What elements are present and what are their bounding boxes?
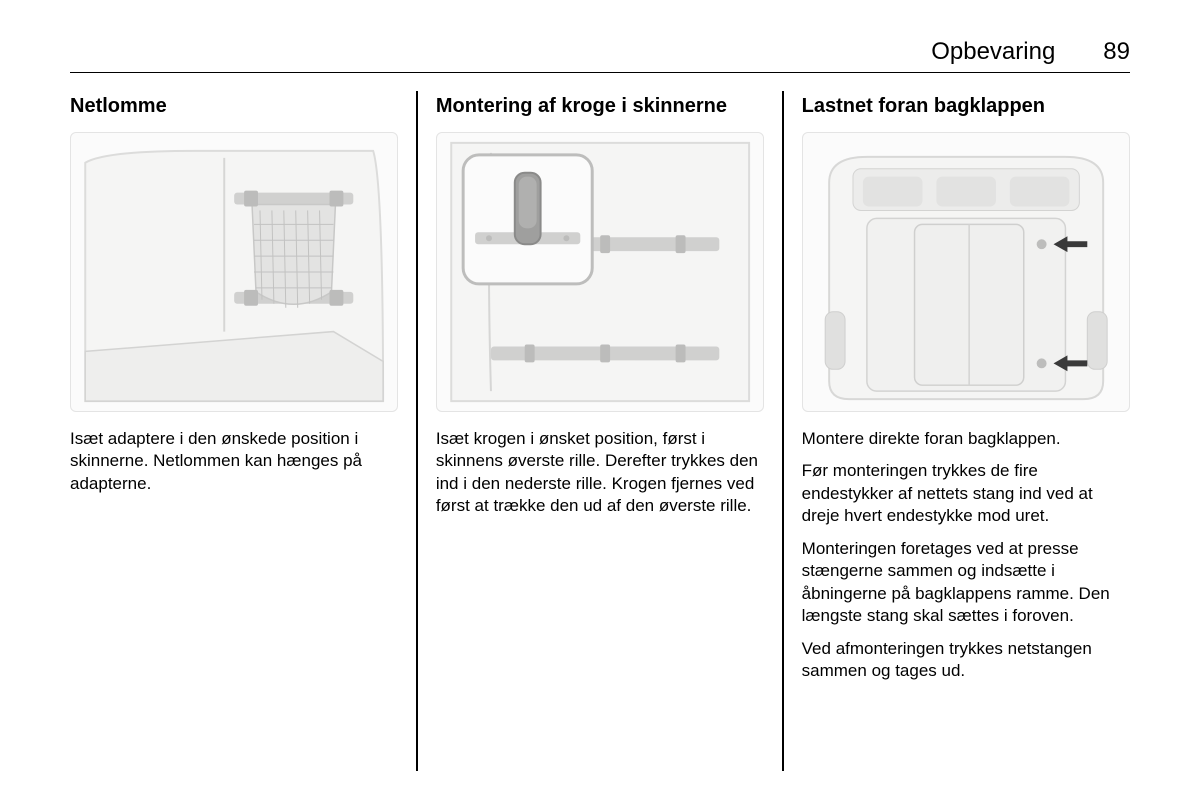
col3-p4: Ved afmonteringen trykkes netstangen sam… [802,638,1130,683]
col2-p1: Isæt krogen i ønsket position, først i s… [436,428,764,518]
col3-body: Montere direkte foran bagklappen. Før mo… [802,428,1130,682]
column-2: Montering af kroge i skinnerne [418,91,782,771]
figure-net-pocket [70,132,398,412]
figure-cargo-net [802,132,1130,412]
page-number: 89 [1103,38,1130,66]
net-pocket-illustration [71,133,397,411]
col2-body: Isæt krogen i ønsket position, først i s… [436,428,764,518]
column-3: Lastnet foran bagklappen [784,91,1130,771]
col1-p1: Isæt adaptere i den ønskede position i s… [70,428,398,495]
col1-body: Isæt adaptere i den ønskede position i s… [70,428,398,495]
col3-heading: Lastnet foran bagklappen [802,95,1130,118]
col3-p1: Montere direkte foran bagklappen. [802,428,1130,450]
col3-p2: Før monteringen trykkes de fire endestyk… [802,460,1130,527]
col3-p3: Monteringen foretages ved at presse stæn… [802,538,1130,628]
col2-heading: Montering af kroge i skinnerne [436,95,764,118]
page-header: Opbevaring 89 [70,38,1130,73]
figure-hook-rails [436,132,764,412]
content-columns: Netlomme [70,91,1130,771]
cargo-net-illustration [803,133,1129,411]
chapter-title: Opbevaring [931,38,1055,66]
manual-page: Opbevaring 89 Netlomme [0,0,1200,802]
column-1: Netlomme [70,91,416,771]
hook-rails-illustration [437,133,763,411]
col1-heading: Netlomme [70,95,398,118]
